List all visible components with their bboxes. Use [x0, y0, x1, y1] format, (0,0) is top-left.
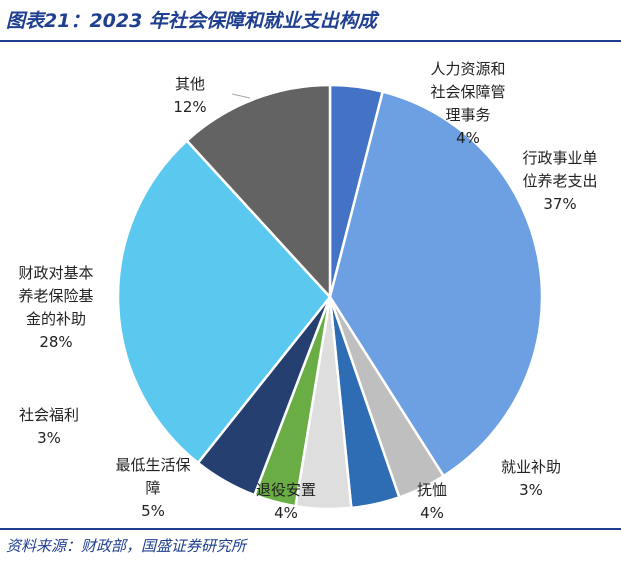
chart-title: 图表21：2023 年社会保障和就业支出构成	[6, 10, 377, 32]
slice-label-6: 社会福利 3%	[19, 406, 79, 447]
slice-label-7: 最低生活保障 5%	[115, 456, 190, 520]
slice-label-5: 退役安置 4%	[256, 481, 316, 522]
slice-label-4: 就业补助 3%	[501, 458, 561, 499]
title-divider	[0, 40, 621, 42]
leader-line-9	[231, 93, 251, 99]
slice-label-9: 其他 12%	[173, 75, 206, 116]
source-note: 资料来源：财政部，国盛证券研究所	[6, 537, 247, 555]
slice-label-8: 财政对基本养老保险基金的补助 28%	[18, 264, 93, 351]
pie-slice-9	[185, 83, 332, 299]
source-divider	[0, 528, 621, 530]
slice-label-3: 抚恤 4%	[417, 481, 447, 522]
slice-label-2: 行政事业单位养老支出 37%	[522, 149, 597, 213]
pie-slice-8	[116, 139, 332, 465]
slice-label-1: 人力资源和社会保障管理事务 4%	[430, 60, 505, 147]
